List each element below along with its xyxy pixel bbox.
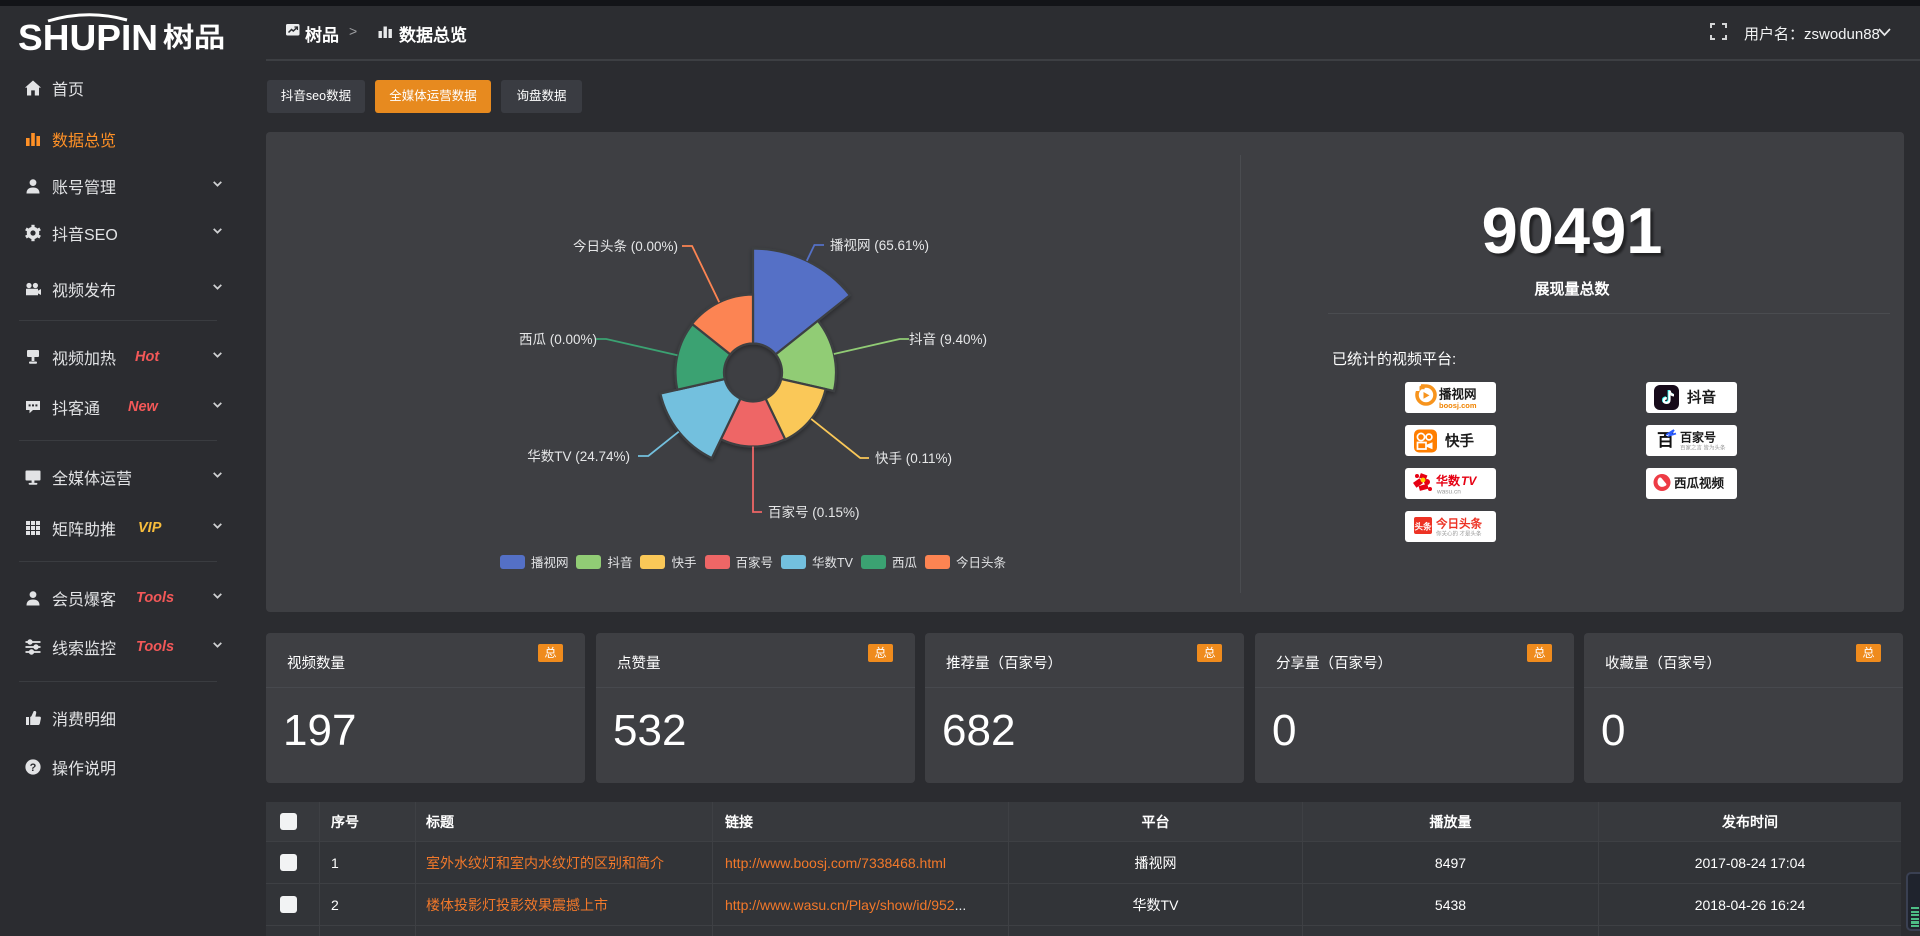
svg-text:抖音: 抖音 [1687, 389, 1716, 407]
svg-text:快手 (0.11%): 快手 (0.11%) [875, 451, 952, 466]
svg-text:西瓜 (0.00%): 西瓜 (0.00%) [519, 332, 597, 347]
svg-text:今日头条 (0.00%): 今日头条 (0.00%) [573, 238, 678, 254]
svg-text:百家号 (0.15%): 百家号 (0.15%) [768, 504, 860, 520]
svg-text:百家之言 皆为头条: 百家之言 皆为头条 [1680, 444, 1726, 452]
svg-text:树品: 树品 [163, 23, 225, 53]
svg-text:头条: 头条 [1414, 522, 1432, 532]
svg-text:华数TV (24.74%): 华数TV (24.74%) [527, 449, 630, 464]
svg-text:?: ? [30, 762, 37, 774]
svg-text:SHUPIN: SHUPIN [18, 17, 158, 55]
svg-text:wasu.cn: wasu.cn [1436, 489, 1461, 496]
svg-text:快手: 快手 [1445, 432, 1474, 450]
svg-text:你关心的 才是头条: 你关心的 才是头条 [1436, 530, 1482, 538]
svg-text:TV: TV [1461, 474, 1477, 488]
svg-text:抖音 (9.40%): 抖音 (9.40%) [909, 331, 987, 347]
svg-text:百家号: 百家号 [1680, 430, 1716, 445]
svg-text:boosj.com: boosj.com [1439, 401, 1477, 410]
svg-text:今日头条: 今日头条 [1435, 517, 1482, 531]
svg-text:播视网 (65.61%): 播视网 (65.61%) [830, 238, 929, 253]
svg-text:西瓜视频: 西瓜视频 [1674, 476, 1725, 491]
svg-text:播视网: 播视网 [1439, 387, 1477, 402]
svg-text:华数: 华数 [1436, 473, 1461, 488]
